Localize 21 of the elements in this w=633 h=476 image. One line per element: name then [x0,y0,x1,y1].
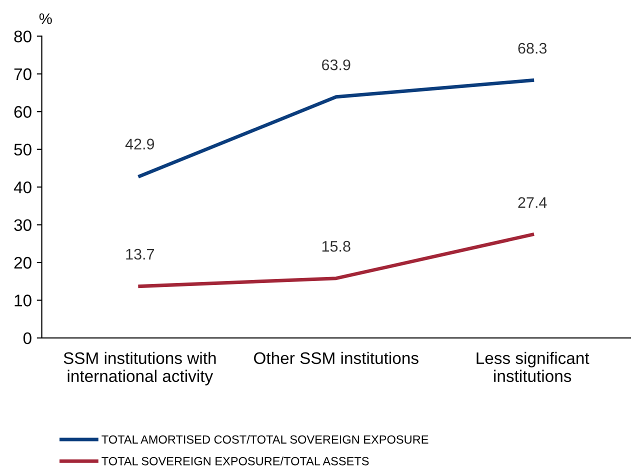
legend-label: TOTAL SOVEREIGN EXPOSURE/TOTAL ASSETS [102,456,369,466]
y-tick-label: 0 [23,332,32,344]
y-tick-label: 40 [14,181,32,194]
x-tick-label: Other SSM institutions [254,352,418,364]
data-label: 13.7 [126,248,154,260]
x-tick-label: SSM institutions with international activity [64,352,216,386]
x-tick-label: Less significant institutions [476,352,590,382]
y-tick-label: 50 [14,144,32,156]
y-tick-label: 60 [14,106,32,118]
data-label: 68.3 [518,42,547,54]
y-tick-label: 70 [14,68,32,80]
data-label: 27.4 [518,197,547,208]
y-tick-label: 10 [14,294,32,306]
y-tick-label: 80 [14,30,32,42]
data-label: 15.8 [322,240,350,252]
data-label: 42.9 [125,138,154,150]
data-label: 63.9 [322,59,350,70]
y-tick-label: 30 [14,219,32,231]
legend-label: TOTAL AMORTISED COST/TOTAL SOVEREIGN EXPOSURE [102,435,428,444]
y-axis-title: % [39,13,52,24]
y-tick-label: 20 [14,256,32,269]
